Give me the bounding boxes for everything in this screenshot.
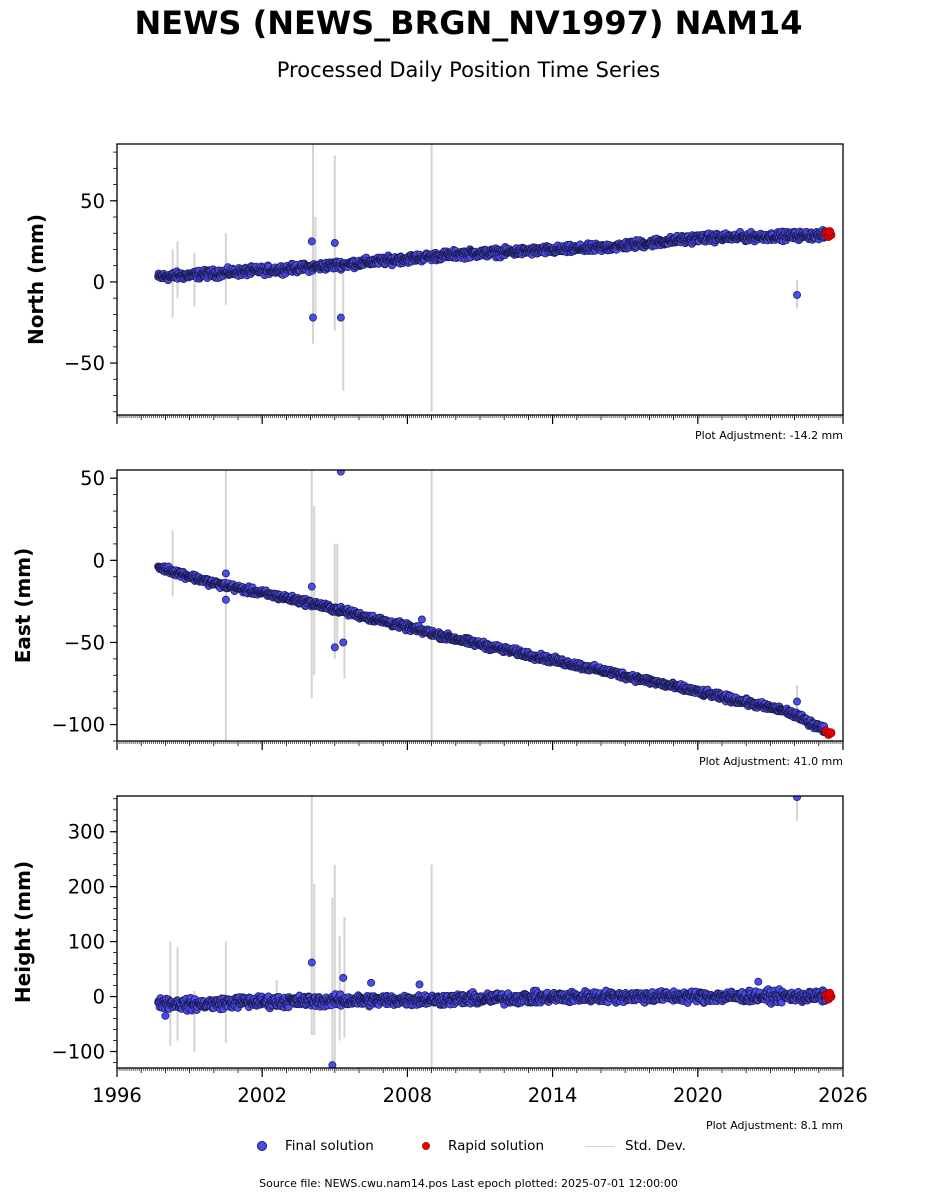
y-tick-label: 0 — [93, 549, 105, 572]
final-outlier-point — [339, 638, 348, 647]
final-outlier-point — [793, 290, 801, 299]
y-axis-label: North (mm) — [24, 214, 48, 345]
final-outlier-point — [330, 239, 339, 247]
panel-0: 50 0 −50 North (mm) — [24, 143, 844, 424]
y-tick-label: −50 — [64, 352, 105, 375]
final-outlier-point — [221, 569, 230, 578]
final-outlier-point — [336, 470, 345, 476]
final-outlier-point — [417, 615, 426, 624]
plot-area — [154, 144, 836, 412]
y-tick-label: 50 — [80, 467, 105, 490]
y-axis-label: East (mm) — [11, 548, 35, 664]
y-tick-label: −50 — [64, 631, 105, 654]
final-outlier-point — [307, 582, 316, 591]
final-outlier-point — [330, 643, 339, 652]
plot-area — [154, 470, 836, 741]
y-tick-label: −100 — [51, 714, 105, 737]
final-outlier-point — [307, 237, 316, 246]
final-outlier-point — [309, 313, 317, 322]
final-outlier-point — [221, 595, 230, 604]
y-tick-label: 50 — [80, 190, 105, 213]
final-outlier-point — [793, 697, 801, 706]
plot-area — [154, 796, 836, 1068]
panel-1: 50 0 −50 −100 East (mm) — [11, 467, 844, 750]
y-tick-label: 0 — [93, 271, 105, 294]
final-outlier-point — [336, 313, 345, 322]
rapid-point — [825, 227, 835, 237]
rapid-point — [826, 728, 836, 738]
